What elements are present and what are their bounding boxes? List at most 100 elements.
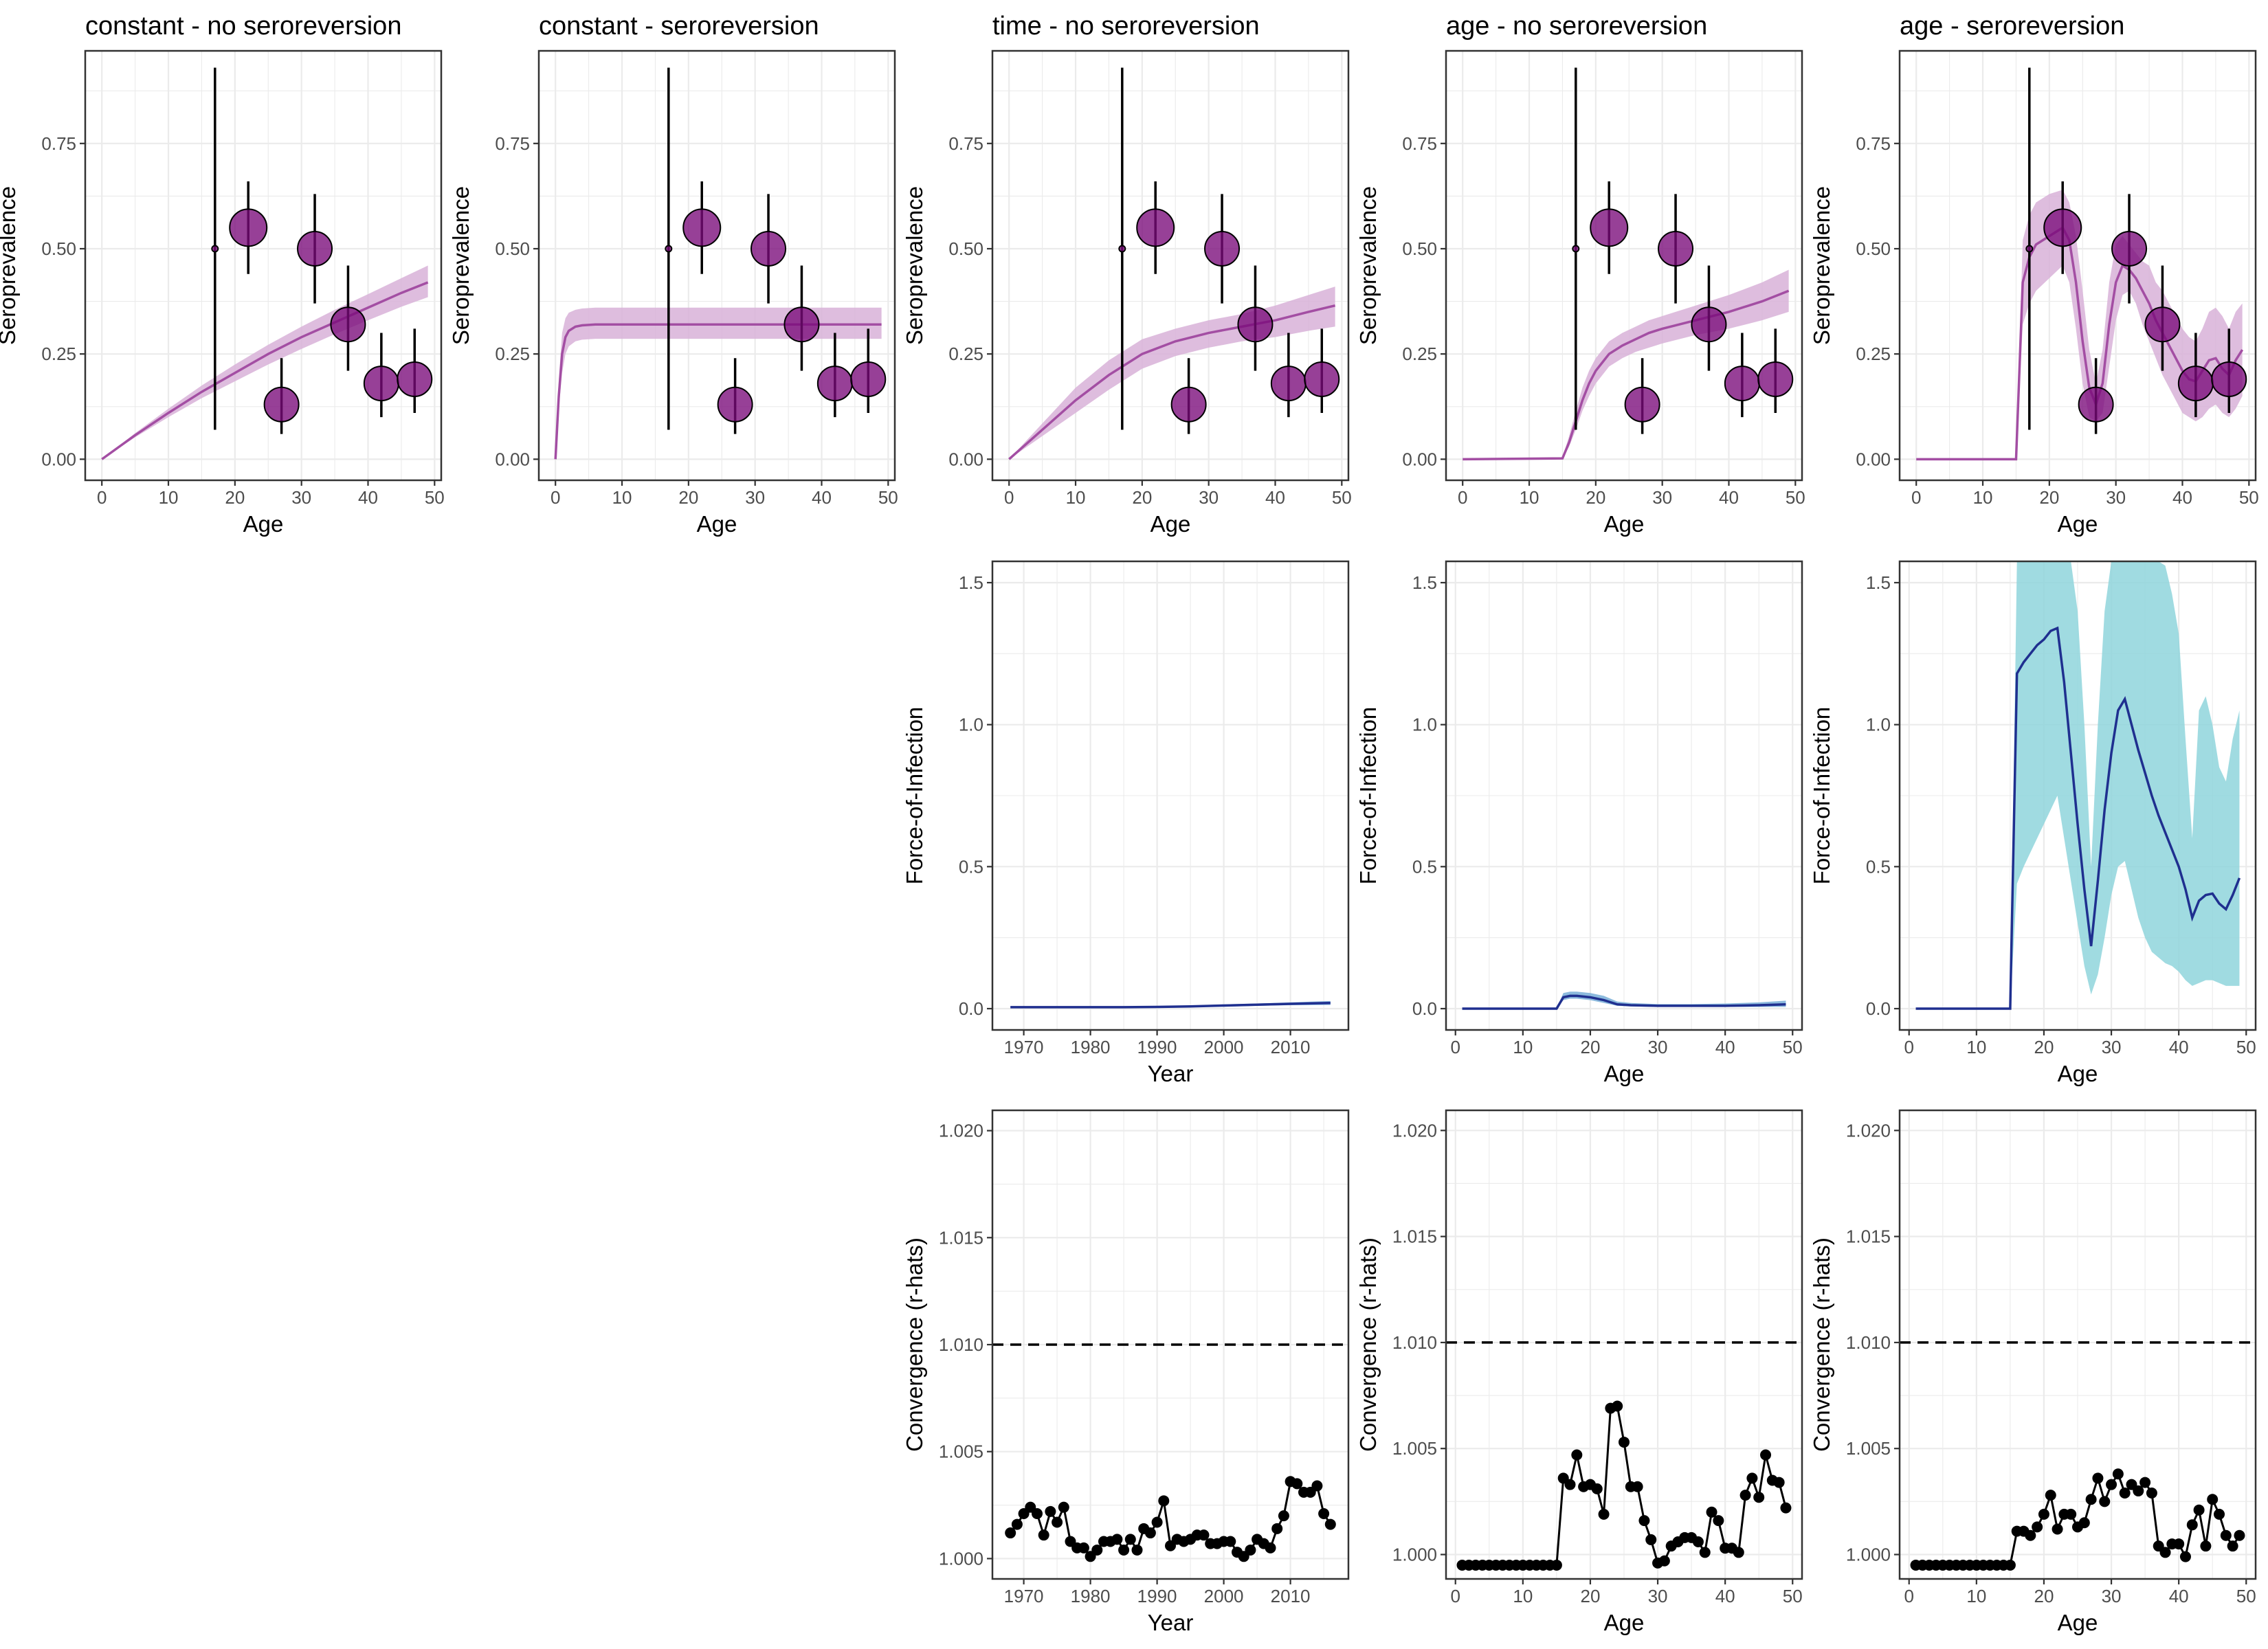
rhat-point: [2038, 1508, 2049, 1520]
observed-point: [363, 366, 399, 402]
y-tick-label: 0.00: [41, 449, 76, 469]
x-tick-label: 50: [1783, 1586, 1803, 1606]
rhat-point: [2112, 1468, 2124, 1480]
observed-point: [263, 386, 300, 423]
x-axis-title: Age: [1150, 511, 1191, 537]
observed-point: [1270, 366, 1307, 402]
x-tick-label: 0: [1911, 487, 1921, 508]
observed-point: [751, 230, 787, 267]
y-tick-label: 0.25: [948, 344, 983, 364]
x-tick-label: 50: [1332, 487, 1352, 508]
plot-area: [85, 51, 441, 480]
y-tick-label: 0.50: [948, 238, 983, 259]
panel-border: [991, 49, 1350, 482]
x-tick-label: 2010: [1271, 1037, 1311, 1057]
y-tick-label: 0.75: [495, 133, 530, 154]
panel-border: [991, 560, 1350, 1031]
y-tick-label: 0.25: [1402, 344, 1437, 364]
panel-border: [1898, 1109, 2257, 1580]
rhat-point: [2133, 1485, 2144, 1496]
y-tick-label: 0.25: [41, 344, 76, 364]
rhat-point: [1225, 1536, 1236, 1547]
grid: [992, 51, 1348, 480]
rhat-point: [2227, 1540, 2238, 1552]
y-axis-title: Seroprevalence: [0, 186, 20, 345]
y-tick-label: 0.50: [41, 238, 76, 259]
y-tick-label: 0.5: [1866, 856, 1891, 877]
x-axis-title: Age: [243, 511, 284, 537]
x-tick-label: 0: [1904, 1037, 1914, 1057]
observed-point: [229, 208, 268, 247]
observed-point: [850, 361, 887, 397]
x-tick-label: 40: [1715, 1586, 1735, 1606]
x-tick-label: 20: [2039, 487, 2059, 508]
x-tick-label: 40: [358, 487, 378, 508]
rhat-point: [1753, 1492, 1765, 1503]
y-tick-label: 0.75: [1402, 133, 1437, 154]
rhat-point: [1658, 1555, 1670, 1567]
x-tick-label: 30: [1199, 487, 1219, 508]
x-tick-label: 2000: [1204, 1037, 1244, 1057]
y-tick-label: 0.5: [959, 856, 983, 877]
rhat-point: [1564, 1479, 1576, 1490]
y-tick-label: 0.25: [1856, 344, 1891, 364]
rhat-point: [1746, 1472, 1758, 1484]
rhat-point: [2193, 1504, 2205, 1516]
y-tick-label: 1.005: [1846, 1438, 1891, 1459]
rhat-point: [1118, 1544, 1130, 1556]
rhat-point: [1278, 1510, 1289, 1522]
x-tick-label: 20: [225, 487, 245, 508]
rhat-point: [1612, 1400, 1623, 1412]
rhat-point: [1291, 1478, 1303, 1490]
panel-title: constant - seroreversion: [539, 12, 819, 41]
x-tick-label: 10: [1973, 487, 1993, 508]
x-tick-label: 1970: [1004, 1037, 1044, 1057]
y-tick-label: 0.00: [495, 449, 530, 469]
y-tick-label: 1.010: [1392, 1332, 1437, 1353]
x-tick-label: 10: [1520, 487, 1539, 508]
rhat-point: [1265, 1542, 1276, 1553]
y-tick-label: 0.75: [948, 133, 983, 154]
y-tick-label: 1.010: [939, 1334, 983, 1355]
panel-border: [1445, 49, 1803, 482]
y-tick-label: 0.75: [41, 133, 76, 154]
y-tick-label: 1.5: [1412, 572, 1437, 593]
rhat-point: [1078, 1542, 1089, 1553]
panel-rhat-age-no: 0 10 20 30 40 50 1.000 1.005 1.010 1.015 1.020 Age C…: [1355, 1109, 1803, 1635]
x-tick-label: 1980: [1071, 1037, 1111, 1057]
x-tick-label: 50: [1783, 1037, 1803, 1057]
y-axis-title: Force-of-Infection: [902, 707, 927, 885]
plot-area: [992, 561, 1348, 1030]
rhat-point: [1005, 1527, 1016, 1539]
x-tick-label: 2010: [1271, 1586, 1311, 1606]
rhat-point: [2032, 1521, 2043, 1533]
y-tick-label: 0.50: [1402, 238, 1437, 259]
x-tick-label: 30: [2106, 487, 2126, 508]
rhat-point: [1773, 1477, 1785, 1488]
foi-median-line: [1462, 994, 1786, 1010]
y-tick-label: 1.000: [939, 1548, 983, 1569]
x-tick-label: 10: [1513, 1586, 1533, 1606]
y-tick-label: 0.00: [1402, 449, 1437, 469]
x-tick-label: 10: [612, 487, 632, 508]
y-tick-label: 0.0: [1412, 998, 1437, 1019]
x-tick-label: 1990: [1137, 1586, 1177, 1606]
rhat-point: [1058, 1501, 1069, 1513]
y-tick-label: 1.0: [1866, 715, 1891, 735]
panel-foi-age-rev: 0 10 20 30 40 50 0.0 0.5 1.0 1.5 Age Force-of-Infec…: [1809, 560, 2257, 1086]
rhat-point: [1318, 1508, 1330, 1520]
rhat-point: [2159, 1547, 2171, 1558]
rhat-point: [1091, 1544, 1103, 1556]
rhat-point: [2092, 1472, 2104, 1484]
rhat-point: [1111, 1534, 1123, 1545]
x-tick-label: 20: [678, 487, 698, 508]
rhat-point: [1550, 1559, 1562, 1571]
y-tick-label: 0.00: [948, 449, 983, 469]
rhat-point: [1151, 1516, 1163, 1528]
panel-sero-age-no: 0 10 20 30 40 50 0.00 0.25 0.50 0.75 Age Seropreval…: [1355, 12, 1805, 537]
observed-point: [1757, 361, 1794, 397]
rhat-point: [2004, 1559, 2016, 1571]
panel-border: [1445, 1109, 1803, 1580]
fit-median-line: [554, 323, 882, 460]
rhat-point: [1011, 1518, 1023, 1530]
